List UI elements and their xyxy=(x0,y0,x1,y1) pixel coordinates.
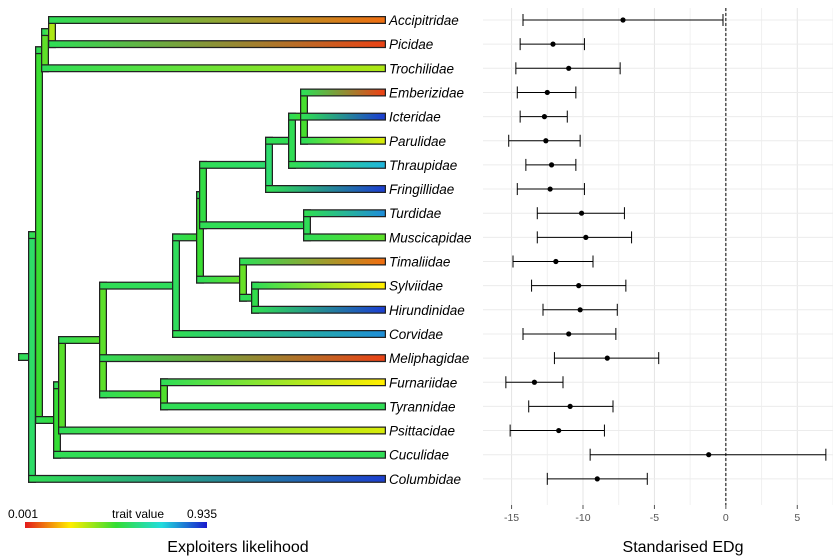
point-estimate xyxy=(543,138,549,144)
estimate-accipitridae xyxy=(522,14,724,26)
point-estimate xyxy=(548,162,555,168)
point-estimate xyxy=(556,427,562,434)
taxon-label: Sylviidae xyxy=(389,279,443,294)
taxon-label: Thraupidae xyxy=(389,158,457,173)
estimate-icteridae xyxy=(519,110,568,123)
taxon-label: Accipitridae xyxy=(388,13,459,28)
estimate-sylviidae xyxy=(531,279,627,292)
estimate-muscicapidae xyxy=(536,231,633,244)
point-estimate xyxy=(566,65,572,71)
legend-title: trait value xyxy=(112,507,164,521)
taxon-label: Turdidae xyxy=(389,206,441,221)
taxon-label: Meliphagidae xyxy=(389,351,469,366)
taxon-label: Picidae xyxy=(389,37,433,52)
x-tick-label: -15 xyxy=(504,512,519,524)
estimate-parulidae xyxy=(508,134,581,147)
taxon-label: Columbidae xyxy=(389,472,461,487)
forest-plot: -15 -10 -5 0 5 xyxy=(483,8,833,524)
taxon-label: Hirundinidae xyxy=(389,303,465,318)
plot-panel xyxy=(483,8,833,505)
point-estimate xyxy=(547,186,553,192)
phylogenetic-tree xyxy=(18,16,386,483)
taxon-labels: Accipitridae Picidae Trochilidae Emberizida… xyxy=(388,13,472,487)
point-estimate xyxy=(567,403,573,409)
estimate-corvidae xyxy=(522,327,617,340)
trait-legend: 0.001 trait value 0.935 xyxy=(8,507,217,528)
estimate-furnariidae xyxy=(505,376,564,389)
estimate-meliphagidae xyxy=(553,352,660,365)
taxon-label: Fringillidae xyxy=(389,182,454,197)
legend-min-label: 0.001 xyxy=(8,507,38,521)
taxon-label: Icteridae xyxy=(389,110,441,125)
legend-max-label: 0.935 xyxy=(187,507,217,521)
legend-color-bar xyxy=(25,522,207,528)
estimate-timaliidae xyxy=(512,255,594,268)
point-estimate xyxy=(544,89,550,96)
estimate-psittacidae xyxy=(509,424,605,437)
estimate-trochilidae xyxy=(515,62,621,75)
taxon-label: Emberizidae xyxy=(389,85,464,100)
taxon-label: Corvidae xyxy=(389,327,443,342)
estimate-fringillidae xyxy=(516,183,585,196)
estimate-tyrannidae xyxy=(528,400,614,413)
point-estimate xyxy=(620,17,626,23)
taxon-label: Furnariidae xyxy=(389,375,457,390)
x-tick-label: -5 xyxy=(650,512,659,524)
estimate-cuculidae xyxy=(589,448,827,461)
point-estimate xyxy=(541,114,548,120)
point-estimate xyxy=(604,355,610,361)
x-ticks: -15 -10 -5 0 5 xyxy=(504,505,800,524)
point-estimate xyxy=(706,452,712,458)
taxon-label: Timaliidae xyxy=(389,255,450,270)
tree-x-axis-title: Exploiters likelihood xyxy=(167,539,308,556)
taxon-label: Parulidae xyxy=(389,134,446,149)
x-tick-label: 0 xyxy=(723,512,729,524)
point-estimate xyxy=(583,234,589,240)
estimate-thraupidae xyxy=(525,158,577,171)
estimate-columbidae xyxy=(546,472,648,485)
taxon-label: Trochilidae xyxy=(389,61,454,76)
forest-x-axis-title: Standarised EDg xyxy=(623,539,744,556)
x-tick-label: 5 xyxy=(794,512,800,524)
estimate-emberizidae xyxy=(516,86,577,99)
taxon-label: Psittacidae xyxy=(389,424,455,439)
point-estimate xyxy=(594,476,600,482)
point-estimate xyxy=(553,258,559,265)
estimate-turdidae xyxy=(536,207,625,220)
point-estimate xyxy=(577,307,583,313)
error-bars xyxy=(505,14,827,485)
point-estimate xyxy=(576,283,582,289)
taxon-label: Muscicapidae xyxy=(389,230,472,245)
point-estimate xyxy=(566,331,572,337)
estimate-picidae xyxy=(519,38,585,51)
x-tick-label: -10 xyxy=(575,512,590,524)
taxon-label: Cuculidae xyxy=(389,448,449,463)
taxon-label: Tyrannidae xyxy=(389,399,456,414)
point-estimate xyxy=(550,41,556,47)
point-estimate xyxy=(578,210,585,216)
estimate-hirundinidae xyxy=(542,303,618,316)
point-estimate xyxy=(531,379,538,385)
